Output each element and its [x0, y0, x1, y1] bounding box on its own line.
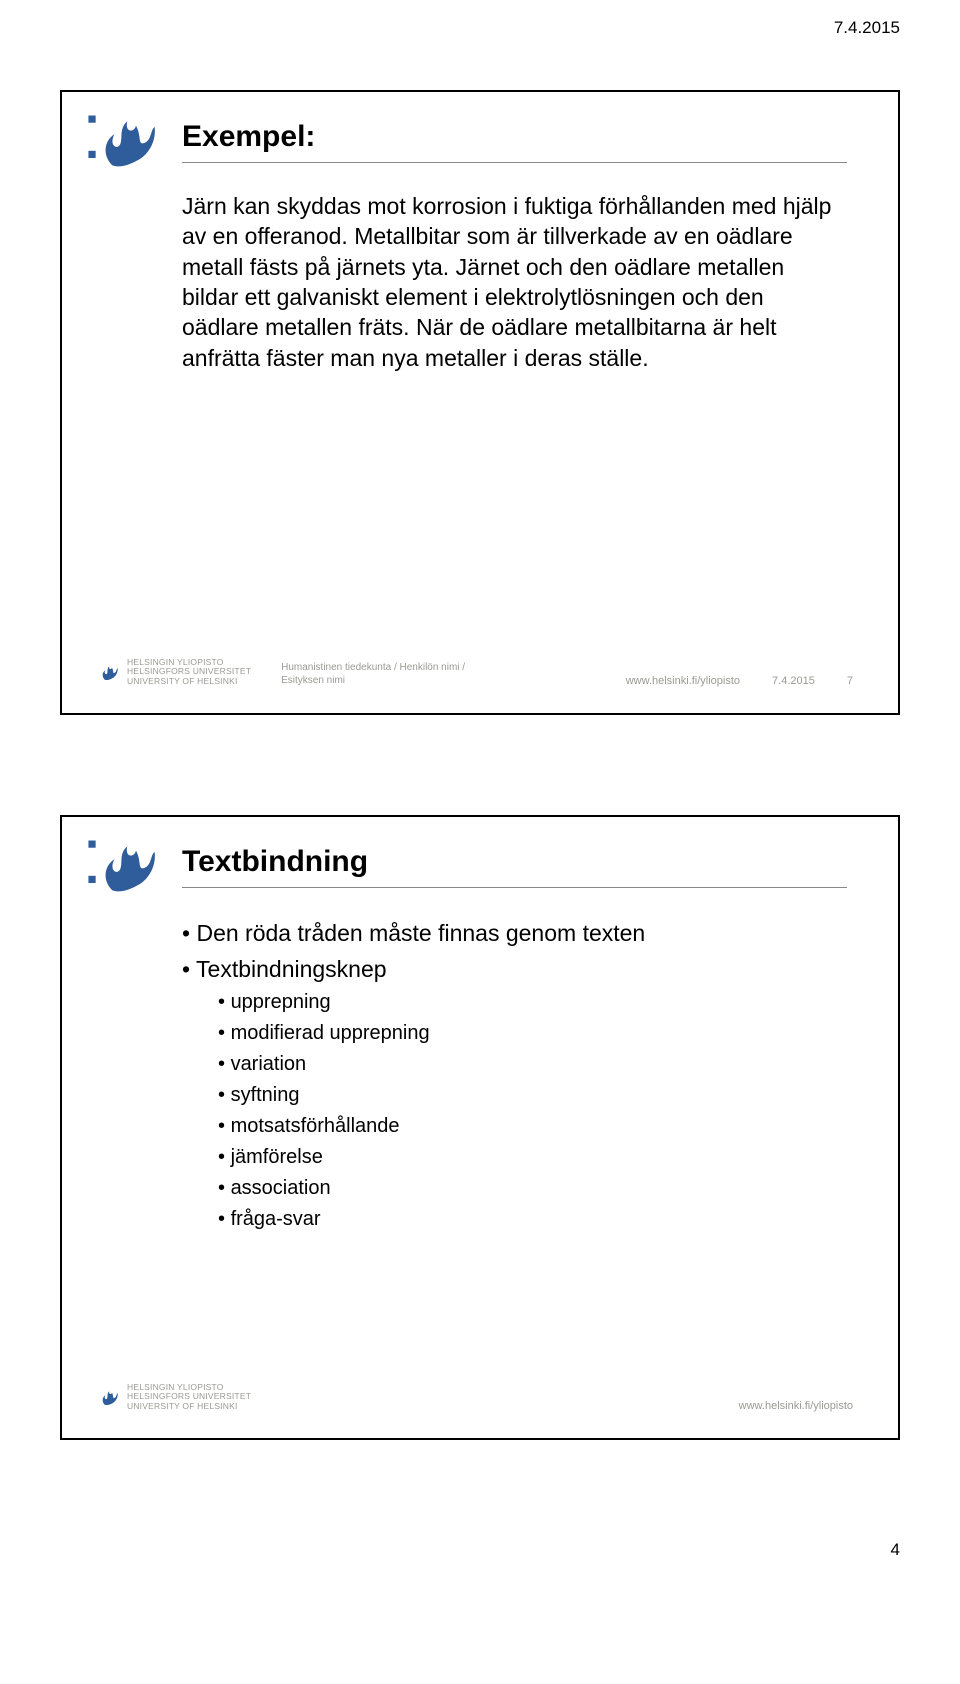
sub-bullet-text: variation	[231, 1053, 307, 1075]
sub-bullet-text: fråga-svar	[231, 1208, 321, 1230]
title-rule	[182, 887, 847, 888]
list-item: motsatsförhållande	[218, 1111, 843, 1142]
slide-2-footer-right: www.helsinki.fi/yliopisto	[739, 1400, 853, 1412]
list-item: modifierad upprepning	[218, 1018, 843, 1049]
list-item: jämförelse	[218, 1142, 843, 1173]
university-logo: HELSINGIN YLIOPISTO HELSINGFORS UNIVERSI…	[97, 1383, 251, 1412]
slide-2-wrap: Textbindning Den röda tråden måste finna…	[60, 815, 900, 1440]
sub-bullet-text: modifierad upprepning	[231, 1022, 430, 1044]
slide-1-title: Exempel:	[182, 120, 843, 154]
slide-1-title-block: Exempel:	[182, 120, 843, 163]
footer-affil-2: Esityksen nimi	[281, 674, 626, 687]
list-item: fråga-svar	[218, 1204, 843, 1235]
footer-url: www.helsinki.fi/yliopisto	[739, 1400, 853, 1412]
uni-line-3: UNIVERSITY OF HELSINKI	[127, 677, 251, 687]
slide-1-footer-right: www.helsinki.fi/yliopisto 7.4.2015 7	[626, 675, 853, 687]
bullet-text: Textbindningsknep	[196, 956, 387, 982]
sub-bullet-text: association	[231, 1177, 331, 1199]
footer-affil-1: Humanistinen tiedekunta / Henkilön nimi …	[281, 661, 626, 674]
slide-2: Textbindning Den röda tråden måste finna…	[60, 815, 900, 1440]
slide-2-title: Textbindning	[182, 845, 843, 879]
list-item: syftning	[218, 1080, 843, 1111]
sub-bullet-text: syftning	[231, 1084, 300, 1106]
slide-2-footer: HELSINGIN YLIOPISTO HELSINGFORS UNIVERSI…	[97, 1383, 853, 1412]
flame-icon-small	[97, 661, 119, 683]
flame-icon	[87, 835, 182, 915]
slide-1-wrap: Exempel: Järn kan skyddas mot korrosion …	[60, 90, 900, 715]
uni-line-3: UNIVERSITY OF HELSINKI	[127, 1402, 251, 1412]
slide-2-sub-bullets: upprepning modifierad upprepning variati…	[182, 987, 843, 1235]
footer-url: www.helsinki.fi/yliopisto	[626, 675, 740, 687]
slide-1-body: Järn kan skyddas mot korrosion i fuktiga…	[182, 191, 843, 373]
slide-1-footer: HELSINGIN YLIOPISTO HELSINGFORS UNIVERSI…	[97, 658, 853, 687]
university-logo-text: HELSINGIN YLIOPISTO HELSINGFORS UNIVERSI…	[127, 1383, 251, 1412]
bullet-text: Den röda tråden måste finnas genom texte…	[196, 920, 645, 946]
slide-2-bullets: Den röda tråden måste finnas genom texte…	[182, 916, 843, 1235]
title-rule	[182, 162, 847, 163]
header-date: 7.4.2015	[834, 18, 900, 38]
list-item: variation	[218, 1049, 843, 1080]
list-item: Den röda tråden måste finnas genom texte…	[182, 916, 843, 952]
footer-date: 7.4.2015	[772, 675, 815, 687]
slide-2-title-block: Textbindning	[182, 845, 843, 888]
sub-bullet-text: motsatsförhållande	[231, 1115, 400, 1137]
page: 7.4.2015 Exempel: Järn kan skyddas mot k…	[0, 0, 960, 1580]
slide-1-footer-center: Humanistinen tiedekunta / Henkilön nimi …	[251, 661, 626, 687]
list-item: association	[218, 1173, 843, 1204]
university-logo-text: HELSINGIN YLIOPISTO HELSINGFORS UNIVERSI…	[127, 658, 251, 687]
slide-1: Exempel: Järn kan skyddas mot korrosion …	[60, 90, 900, 715]
university-logo: HELSINGIN YLIOPISTO HELSINGFORS UNIVERSI…	[97, 658, 251, 687]
list-item: Textbindningsknep upprepning modifierad …	[182, 952, 843, 1236]
page-number: 4	[891, 1540, 900, 1560]
flame-icon-small	[97, 1386, 119, 1408]
list-item: upprepning	[218, 987, 843, 1018]
sub-bullet-text: jämförelse	[231, 1146, 323, 1168]
flame-icon	[87, 110, 182, 190]
sub-bullet-text: upprepning	[231, 991, 331, 1013]
footer-slide-no: 7	[847, 675, 853, 687]
